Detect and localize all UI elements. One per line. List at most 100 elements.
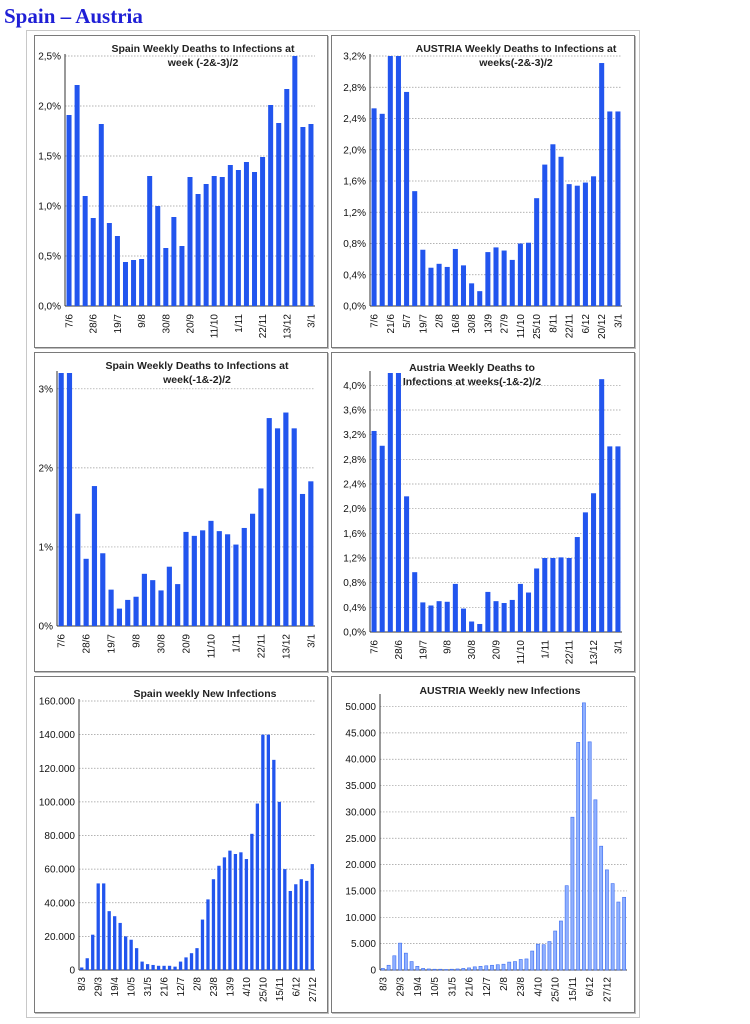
y-tick-label: 160.000 — [39, 697, 76, 708]
bar — [582, 702, 586, 971]
x-tick-label: 12/7 — [482, 977, 493, 997]
bar — [129, 939, 133, 970]
bar — [233, 853, 238, 970]
bar — [426, 968, 431, 971]
x-tick-label: 27/9 — [500, 314, 511, 334]
bar — [292, 56, 298, 306]
bar — [308, 124, 314, 306]
bar — [250, 513, 256, 626]
bar — [380, 968, 385, 971]
y-tick-label: 2,8% — [343, 83, 366, 94]
y-tick-label: 2,0% — [343, 504, 366, 515]
y-tick-label: 0,4% — [343, 603, 366, 614]
x-tick-label: 20/9 — [492, 640, 503, 660]
x-tick-label: 19/7 — [113, 314, 124, 334]
x-tick-label: 20/9 — [182, 634, 193, 654]
x-tick-label: 10/5 — [127, 977, 138, 997]
chart-title: AUSTRIA Weekly Deaths to Infections at — [416, 43, 617, 55]
bar — [211, 176, 217, 306]
chart-austria-weekly-infections: 0 5.000 10.000 15.000 20.000 25.000 30.000 35.0… — [345, 685, 627, 1002]
bar — [268, 105, 274, 306]
x-tick-label: 2/8 — [435, 314, 446, 328]
x-tick-label: 19/4 — [110, 977, 121, 997]
x-tick-label: 19/7 — [107, 634, 118, 654]
bar — [134, 948, 139, 970]
bar — [493, 247, 499, 306]
bar — [187, 177, 193, 306]
bar — [98, 124, 104, 306]
x-tick-label: 13/12 — [589, 640, 600, 665]
bar — [477, 623, 483, 632]
x-tick-label: 29/3 — [396, 977, 407, 997]
bar — [58, 373, 64, 626]
bar — [507, 961, 512, 971]
bar — [225, 534, 231, 626]
bar — [484, 965, 489, 971]
bar — [66, 115, 72, 306]
x-tick-label: 19/4 — [413, 977, 424, 997]
y-tick-label: 120.000 — [39, 764, 76, 775]
y-tick-label: 25.000 — [345, 834, 376, 845]
bar — [513, 961, 517, 971]
chart-panel-austria-deaths-w12: 0,0% 0,4% 0,8% 1,2% 1,6% 2,0% 2,4% 2,8% 3,2% 3,6%… — [331, 352, 635, 672]
bar — [461, 968, 466, 971]
bar — [387, 373, 393, 632]
bar — [166, 566, 172, 626]
y-tick-label: 1% — [39, 542, 54, 553]
x-tick-label: 25/10 — [551, 977, 562, 1002]
bar — [616, 901, 621, 971]
bar — [392, 955, 397, 971]
y-tick-label: 0,5% — [38, 252, 61, 263]
bar — [239, 852, 243, 970]
bar — [228, 850, 232, 970]
bar — [607, 111, 613, 306]
y-tick-label: 3,2% — [343, 430, 366, 441]
bar — [460, 265, 467, 306]
y-tick-label: 2% — [39, 463, 54, 474]
bar — [175, 584, 181, 626]
bar — [235, 170, 241, 306]
bar — [534, 568, 540, 632]
bar — [610, 883, 615, 971]
bar — [108, 589, 114, 626]
bar — [277, 801, 281, 970]
bar — [622, 896, 627, 971]
x-tick-label: 8/3 — [77, 977, 88, 991]
bar — [566, 184, 572, 306]
bar — [501, 603, 507, 632]
bar — [403, 952, 408, 971]
y-tick-label: 20.000 — [44, 932, 75, 943]
bar — [272, 759, 276, 970]
bar — [167, 965, 172, 970]
bar — [420, 249, 426, 306]
bar — [200, 919, 205, 970]
chart-title: Spain Weekly Deaths to Infections at — [111, 43, 295, 55]
chart-title: Spain weekly New Infections — [134, 688, 277, 700]
bar — [183, 531, 189, 626]
y-tick-label: 0,8% — [343, 578, 366, 589]
bar — [107, 911, 111, 970]
x-tick-label: 12/7 — [176, 977, 187, 997]
bar — [102, 883, 106, 970]
bar — [219, 177, 225, 306]
bar — [478, 966, 483, 971]
x-tick-label: 30/8 — [467, 640, 478, 660]
bar — [517, 583, 523, 632]
bar — [542, 164, 548, 306]
bar — [371, 430, 377, 632]
x-tick-label: 30/8 — [467, 314, 478, 334]
y-tick-label: 0 — [370, 966, 376, 977]
bar — [398, 942, 402, 971]
bar — [171, 217, 177, 306]
y-tick-label: 60.000 — [44, 865, 75, 876]
bar — [490, 964, 494, 971]
chart-title: week(-1&-2)/2 — [162, 374, 231, 386]
bar — [203, 184, 209, 306]
bar — [599, 63, 605, 306]
bar — [493, 601, 499, 632]
bar — [379, 445, 385, 632]
bar — [536, 943, 540, 971]
bar — [125, 599, 131, 626]
bar — [114, 236, 120, 306]
bar — [605, 869, 609, 971]
